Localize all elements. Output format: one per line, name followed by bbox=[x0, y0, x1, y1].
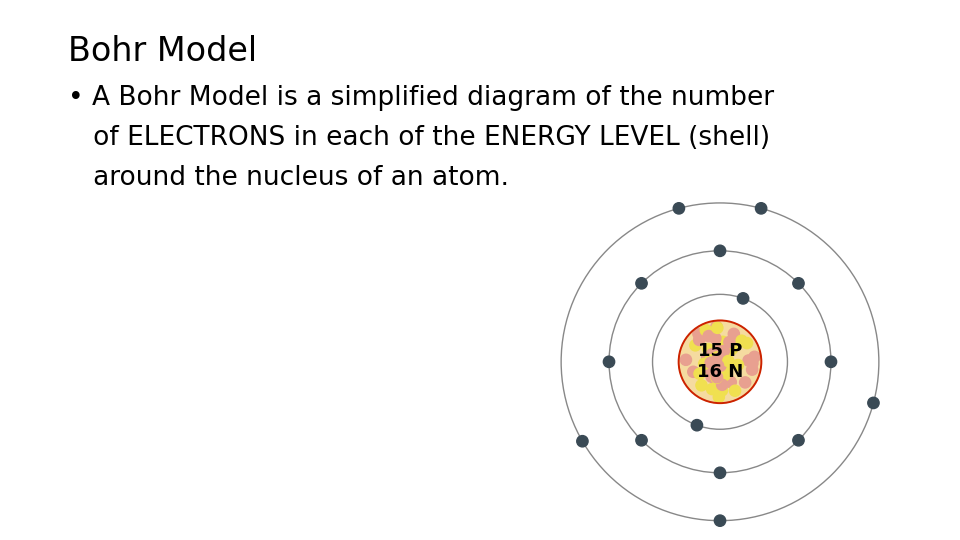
Circle shape bbox=[709, 359, 721, 369]
Circle shape bbox=[706, 357, 716, 368]
Circle shape bbox=[708, 355, 720, 366]
Circle shape bbox=[713, 360, 725, 370]
Text: • A Bohr Model is a simplified diagram of the number: • A Bohr Model is a simplified diagram o… bbox=[68, 85, 774, 111]
Circle shape bbox=[711, 372, 722, 383]
Circle shape bbox=[710, 357, 722, 369]
Circle shape bbox=[718, 346, 729, 357]
Circle shape bbox=[712, 354, 724, 365]
Circle shape bbox=[703, 344, 714, 355]
Circle shape bbox=[741, 338, 753, 349]
Circle shape bbox=[704, 362, 714, 374]
Circle shape bbox=[712, 352, 723, 363]
Circle shape bbox=[717, 336, 729, 347]
Text: around the nucleus of an atom.: around the nucleus of an atom. bbox=[68, 165, 509, 191]
Circle shape bbox=[712, 361, 724, 372]
Circle shape bbox=[694, 368, 706, 379]
Circle shape bbox=[756, 202, 767, 214]
Circle shape bbox=[717, 372, 728, 383]
Circle shape bbox=[711, 321, 722, 332]
Circle shape bbox=[702, 352, 712, 363]
Circle shape bbox=[691, 420, 703, 431]
Circle shape bbox=[716, 384, 728, 396]
Circle shape bbox=[711, 322, 723, 333]
Circle shape bbox=[679, 320, 761, 403]
Circle shape bbox=[747, 364, 757, 375]
Circle shape bbox=[712, 354, 723, 365]
Circle shape bbox=[707, 383, 718, 395]
Circle shape bbox=[681, 354, 691, 366]
Circle shape bbox=[699, 358, 709, 369]
Circle shape bbox=[706, 371, 717, 382]
Circle shape bbox=[749, 351, 760, 362]
Circle shape bbox=[718, 356, 729, 367]
Circle shape bbox=[737, 293, 749, 304]
Circle shape bbox=[739, 377, 751, 388]
Circle shape bbox=[577, 436, 588, 447]
Circle shape bbox=[712, 346, 724, 357]
Circle shape bbox=[712, 360, 724, 372]
Circle shape bbox=[720, 363, 731, 374]
Text: of ELECTRONS in each of the ENERGY LEVEL (shell): of ELECTRONS in each of the ENERGY LEVEL… bbox=[68, 125, 770, 151]
Circle shape bbox=[793, 435, 804, 446]
Circle shape bbox=[673, 202, 684, 214]
Circle shape bbox=[723, 355, 733, 367]
Circle shape bbox=[868, 397, 879, 409]
Circle shape bbox=[725, 376, 736, 388]
Circle shape bbox=[716, 379, 728, 390]
Circle shape bbox=[715, 359, 726, 370]
Circle shape bbox=[603, 356, 614, 367]
Circle shape bbox=[729, 328, 739, 340]
Circle shape bbox=[700, 325, 711, 336]
Circle shape bbox=[793, 278, 804, 289]
Circle shape bbox=[727, 343, 737, 355]
Circle shape bbox=[718, 346, 730, 357]
Circle shape bbox=[715, 355, 727, 366]
Circle shape bbox=[715, 363, 727, 374]
Circle shape bbox=[703, 330, 714, 342]
Circle shape bbox=[687, 366, 699, 377]
Circle shape bbox=[747, 358, 758, 369]
Circle shape bbox=[736, 335, 747, 346]
Text: Bohr Model: Bohr Model bbox=[68, 35, 257, 68]
Circle shape bbox=[705, 355, 716, 366]
Circle shape bbox=[696, 380, 708, 391]
Circle shape bbox=[707, 349, 717, 360]
Circle shape bbox=[714, 355, 726, 366]
Circle shape bbox=[704, 360, 715, 372]
Circle shape bbox=[720, 355, 731, 366]
Circle shape bbox=[714, 515, 726, 526]
Circle shape bbox=[713, 392, 725, 402]
Text: 15 P
16 N: 15 P 16 N bbox=[697, 342, 743, 381]
Circle shape bbox=[694, 334, 705, 346]
Circle shape bbox=[713, 355, 724, 367]
Circle shape bbox=[709, 333, 721, 344]
Circle shape bbox=[729, 335, 740, 347]
Circle shape bbox=[690, 340, 701, 351]
Circle shape bbox=[743, 355, 755, 366]
Circle shape bbox=[636, 435, 647, 446]
Circle shape bbox=[826, 356, 837, 367]
Circle shape bbox=[724, 336, 735, 348]
Circle shape bbox=[707, 370, 718, 381]
Circle shape bbox=[693, 328, 704, 340]
Circle shape bbox=[719, 369, 731, 381]
Circle shape bbox=[714, 467, 726, 478]
Circle shape bbox=[711, 372, 723, 383]
Circle shape bbox=[732, 360, 743, 370]
Circle shape bbox=[636, 278, 647, 289]
Circle shape bbox=[730, 385, 740, 396]
Circle shape bbox=[714, 245, 726, 256]
Circle shape bbox=[709, 360, 720, 370]
Circle shape bbox=[715, 360, 726, 372]
Circle shape bbox=[708, 353, 718, 365]
Circle shape bbox=[711, 367, 722, 378]
